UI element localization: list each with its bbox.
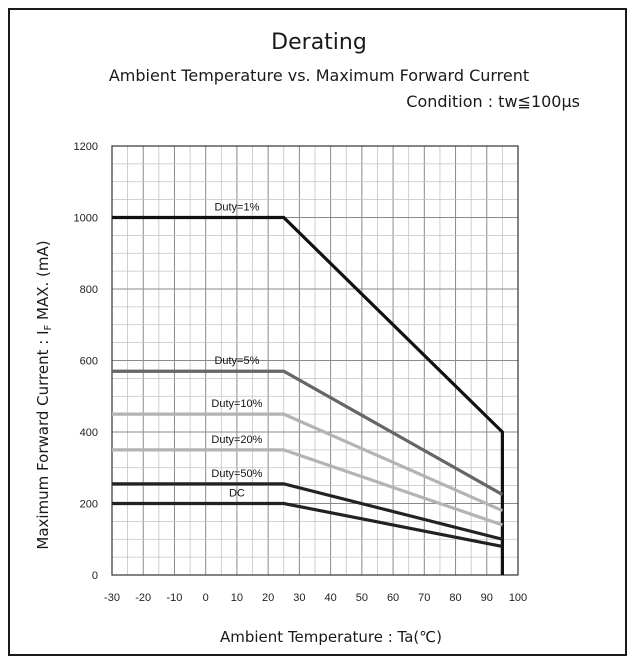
x-tick-label: 70 [418,592,430,604]
x-tick-label: 60 [387,592,399,604]
series-line-1 [112,369,504,496]
y-tick-label: 400 [80,427,98,439]
y-axis-title-part2: MAX. (mA) [34,240,52,324]
series-label-0: Duty=1% [214,202,259,214]
chart-frame [8,8,627,656]
y-tick-label: 200 [80,499,98,511]
y-tick-label: 0 [92,570,98,582]
y-tick-label: 1000 [74,213,98,225]
chart-subtitle: Ambient Temperature vs. Maximum Forward … [108,66,530,85]
x-tick-label: 30 [293,592,305,604]
series-line-5 [112,501,503,548]
y-axis-title-sub: F [43,325,54,331]
y-axis-title-part1: Maximum Forward Current : I [34,331,52,550]
x-tick-label: -10 [167,592,183,604]
series-line-3 [112,448,503,527]
series-line-0 [112,215,504,575]
x-tick-label: -20 [135,592,151,604]
series-label-4: Duty=50% [211,468,262,480]
chart-condition: Condition : tw≦100μs [406,92,580,111]
series-label-2: Duty=10% [211,398,262,410]
series-label-5: DC [229,488,245,500]
y-tick-label: 800 [80,284,98,296]
x-tick-label: 20 [262,592,274,604]
y-axis-title: Maximum Forward Current : IF MAX. (mA) [34,240,54,549]
series-lines [112,215,504,575]
x-tick-label: 50 [356,592,368,604]
y-tick-label: 1200 [74,141,98,153]
x-axis-title: Ambient Temperature : Ta(℃) [220,628,442,646]
chart-title: Derating [271,30,367,55]
plot-area-border [111,145,519,576]
series-label-3: Duty=20% [211,434,262,446]
tick-labels: -30 -20 -10 0 10 20 30 40 50 60 70 80 90 100020040060… [74,141,528,604]
x-tick-label: 0 [203,592,209,604]
y-tick-label: 600 [80,356,98,368]
series-label-1: Duty=5% [214,355,259,367]
x-tick-label: 10 [231,592,243,604]
x-tick-label: 80 [449,592,461,604]
x-tick-label: 90 [481,592,493,604]
series-line-2 [112,412,504,513]
x-tick-label: 40 [324,592,336,604]
series-line-4 [112,482,503,541]
series-labels: Duty=1% Duty=5% Duty=10% Duty=20% Duty=50% DC [211,202,262,500]
x-tick-label: -30 [104,592,120,604]
x-tick-label: 100 [509,592,527,604]
